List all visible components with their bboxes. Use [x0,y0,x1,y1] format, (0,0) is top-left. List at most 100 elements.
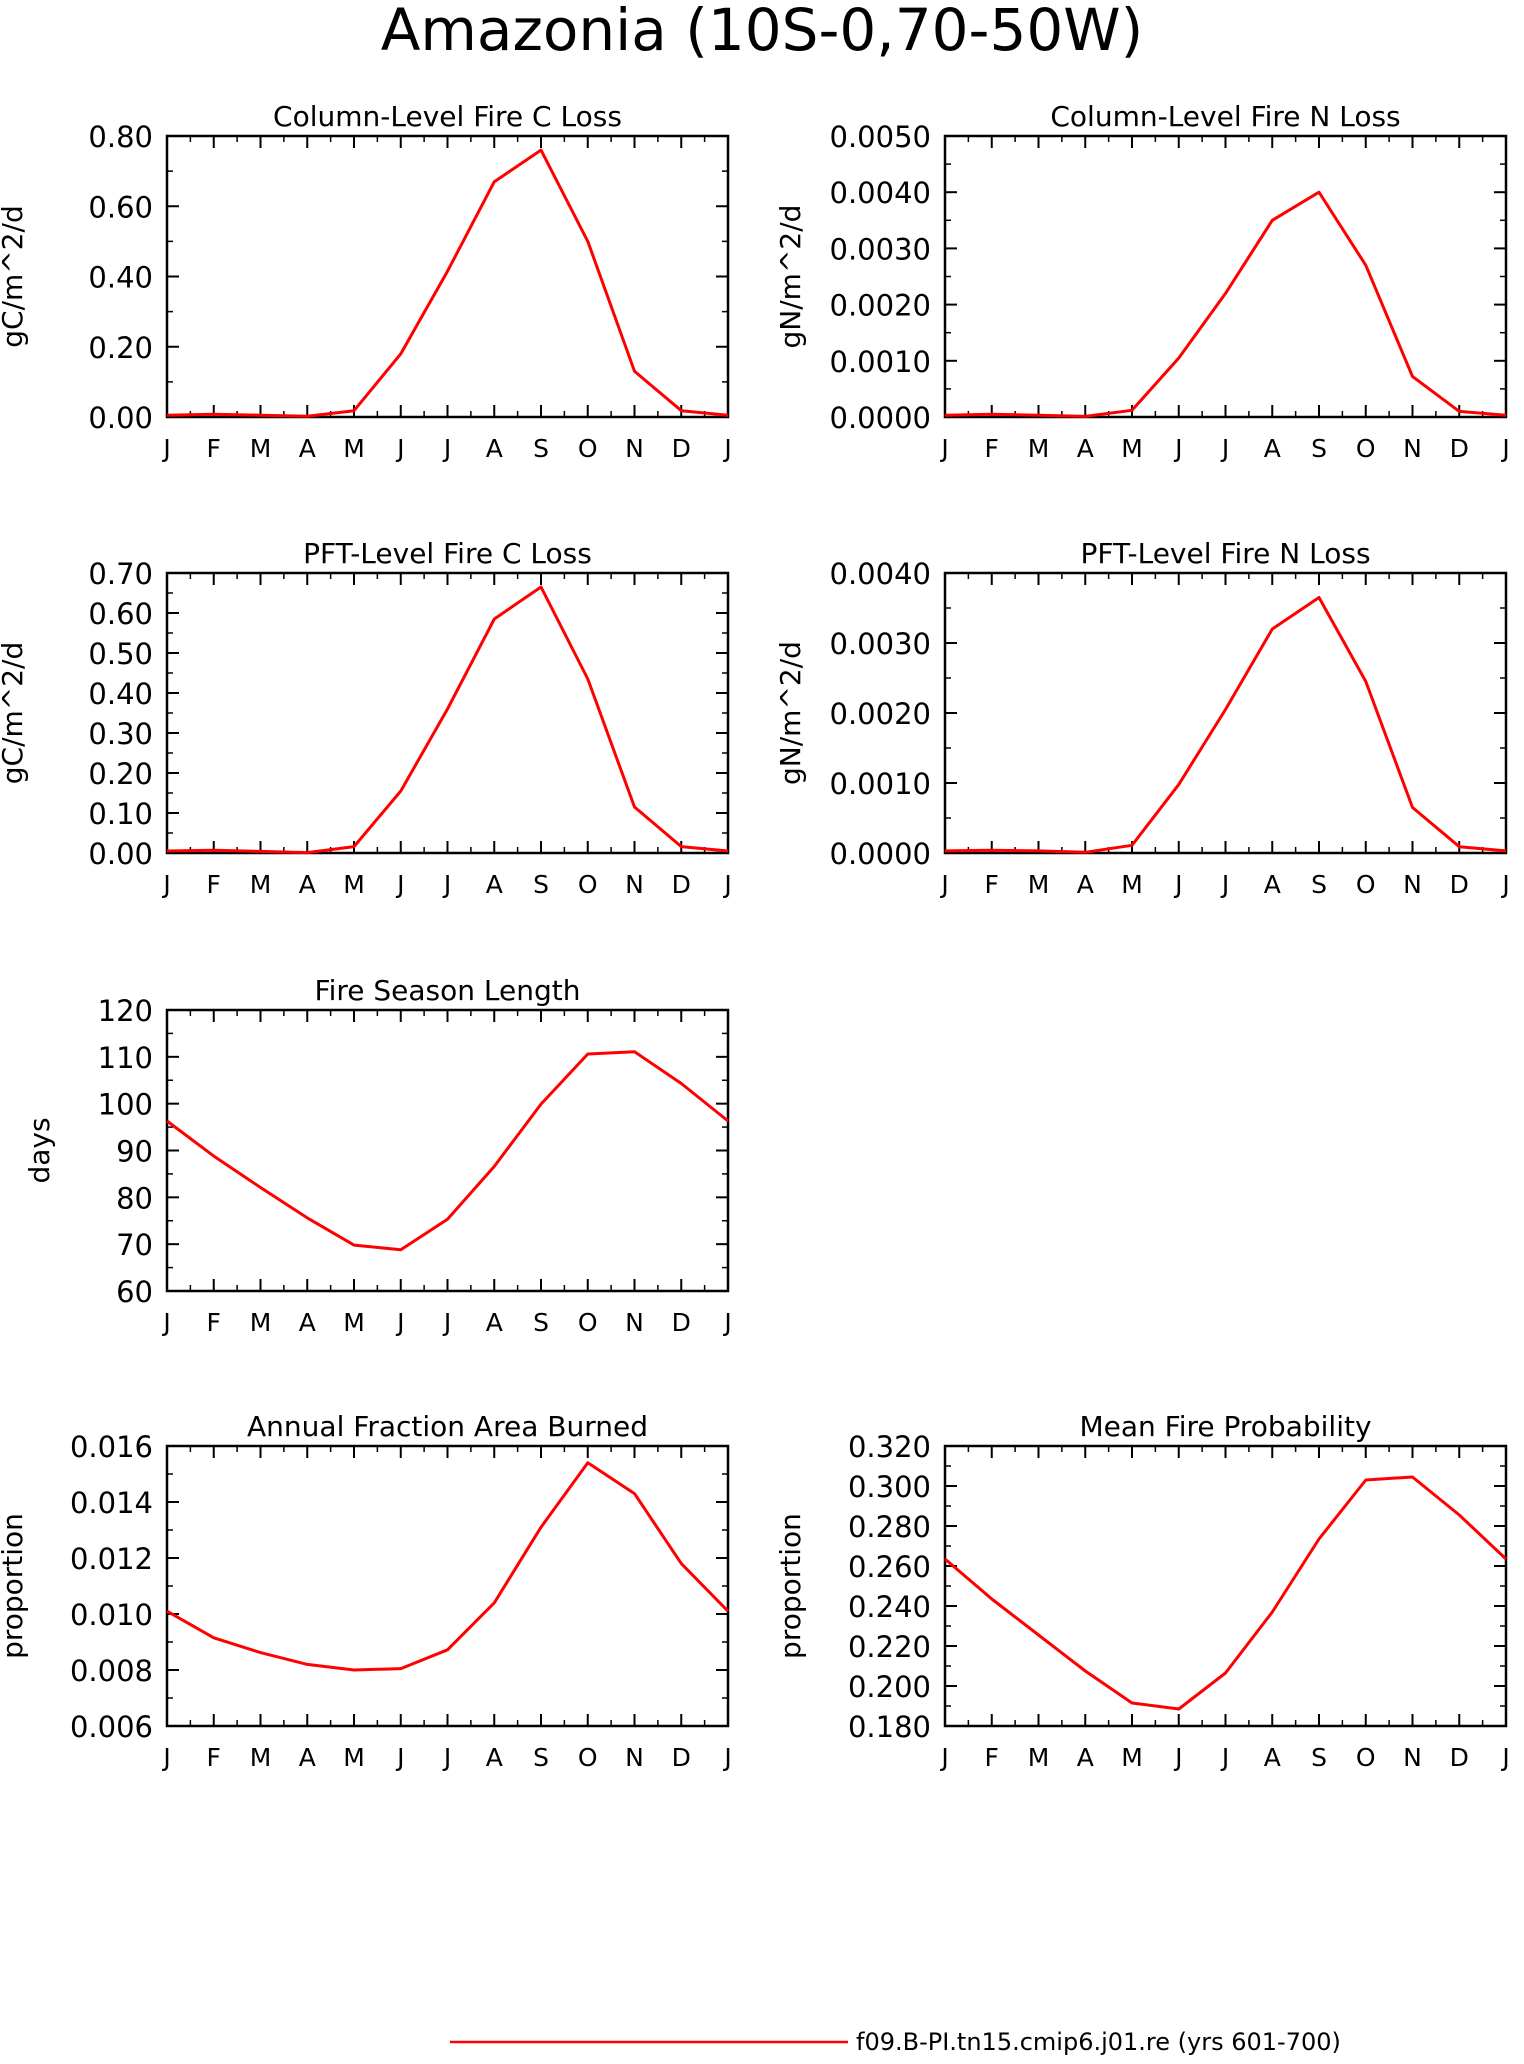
y-axis-label: gC/m^2/d [0,642,29,785]
x-tick-label: J [1500,1743,1509,1772]
chart-panel-1: J F M A M J J A S O N D J0.000.200.400.600.80Column-… [0,100,732,463]
x-tick-label: J [442,434,451,463]
x-tick-label: M [1028,1743,1050,1772]
x-tick-label: J [395,434,404,463]
x-tick-label: J [161,1743,170,1772]
x-tick-label: J [1500,434,1509,463]
y-tick-label: 0.40 [88,677,153,711]
y-tick-label: 80 [116,1181,153,1215]
y-tick-label: 0.0030 [830,232,931,266]
x-tick-label: F [207,1308,221,1337]
x-tick-label: J [1220,1743,1229,1772]
x-tick-label: M [1121,434,1143,463]
y-tick-label: 0.012 [70,1542,153,1576]
x-tick-label: J [722,1743,731,1772]
x-tick-label: S [1311,434,1327,463]
series-line [944,190,1507,418]
x-tick-label: D [672,870,691,899]
x-tick-label: J [395,870,404,899]
x-tick-label: J [442,870,451,899]
x-tick-label: F [985,1743,999,1772]
panel-title: Annual Fraction Area Burned [247,1410,648,1443]
x-tick-label: N [1403,1743,1422,1772]
x-tick-label: M [250,434,272,463]
y-tick-label: 0.260 [848,1550,931,1584]
y-tick-label: 0.00 [88,401,153,435]
x-tick-label: O [578,1308,598,1337]
y-tick-label: 70 [116,1228,153,1262]
y-tick-label: 0.40 [88,261,153,295]
y-tick-label: 0.00 [88,837,153,871]
x-tick-label: O [1356,1743,1376,1772]
x-tick-label: N [625,434,644,463]
x-tick-label: J [1500,870,1509,899]
y-tick-label: 0.30 [88,717,153,751]
chart-panel-2: J F M A M J J A S O N D J0.00000.00100.00200.00300.0… [774,100,1510,463]
x-tick-label: J [395,1743,404,1772]
y-tick-label: 0.0030 [830,627,931,661]
plot-frame [165,134,730,419]
panel-title: Column-Level Fire N Loss [1050,100,1400,133]
legend-label: f09.B-PI.tn15.cmip6.j01.re (yrs 601-700) [856,2028,1341,2056]
y-tick-label: 0.280 [848,1510,931,1544]
plot-frame [165,1444,730,1728]
x-tick-label: A [299,1308,316,1337]
x-tick-label: D [672,1308,691,1337]
y-axis-label: proportion [774,1513,807,1659]
series-line [166,585,729,855]
x-tick-label: D [1450,434,1469,463]
y-tick-label: 0.300 [848,1470,931,1504]
y-tick-label: 0.008 [70,1654,153,1688]
x-tick-label: J [722,434,731,463]
y-tick-label: 100 [98,1088,153,1122]
x-tick-label: J [1173,870,1182,899]
x-tick-label: M [250,1308,272,1337]
chart-panel-7: J F M A M J J A S O N D J0.1800.2000.2200.2400.2600.… [774,1410,1510,1772]
x-tick-label: F [207,434,221,463]
series-line [944,1475,1508,1711]
y-tick-label: 0.0010 [830,767,931,801]
y-tick-label: 120 [98,994,153,1028]
y-tick-label: 0.010 [70,1598,153,1632]
plot-frame [165,1008,730,1293]
x-tick-label: M [1121,870,1143,899]
y-tick-label: 0.20 [88,757,153,791]
x-tick-label: M [343,1308,365,1337]
panel-title: Fire Season Length [315,974,581,1007]
y-tick-label: 0.0040 [830,176,931,210]
series-line [944,596,1507,854]
x-tick-label: S [1311,870,1327,899]
y-tick-label: 0.0000 [830,401,931,435]
y-tick-label: 0.60 [88,190,153,224]
x-tick-label: D [672,1743,691,1772]
x-tick-label: A [1077,434,1094,463]
x-tick-label: A [299,1743,316,1772]
x-tick-label: J [1173,1743,1182,1772]
y-tick-label: 0.006 [70,1710,153,1744]
y-tick-label: 0.0040 [830,557,931,591]
figure-title: Amazonia (10S-0,70-50W) [381,0,1144,64]
x-tick-label: A [486,434,503,463]
x-tick-label: J [939,1743,948,1772]
x-tick-label: J [161,434,170,463]
x-tick-label: J [1220,434,1229,463]
x-tick-label: M [1121,1743,1143,1772]
y-tick-label: 0.50 [88,637,153,671]
chart-panels: J F M A M J J A S O N D J0.000.200.400.600.80Column-… [0,100,1510,1772]
chart-panel-3: J F M A M J J A S O N D J0.000.100.200.300.400.500.6… [0,537,732,899]
x-tick-label: D [1450,870,1469,899]
chart-panel-4: J F M A M J J A S O N D J0.00000.00100.00200.00300.0… [774,537,1510,899]
y-axis-label: proportion [0,1513,29,1659]
x-tick-label: J [442,1743,451,1772]
y-tick-label: 0.70 [88,557,153,591]
x-tick-label: M [250,870,272,899]
x-tick-label: F [985,870,999,899]
x-tick-label: J [161,1308,170,1337]
x-tick-label: A [1264,1743,1281,1772]
x-tick-label: O [578,870,598,899]
x-tick-label: A [1264,434,1281,463]
y-tick-label: 0.180 [848,1710,931,1744]
x-tick-label: M [343,870,365,899]
